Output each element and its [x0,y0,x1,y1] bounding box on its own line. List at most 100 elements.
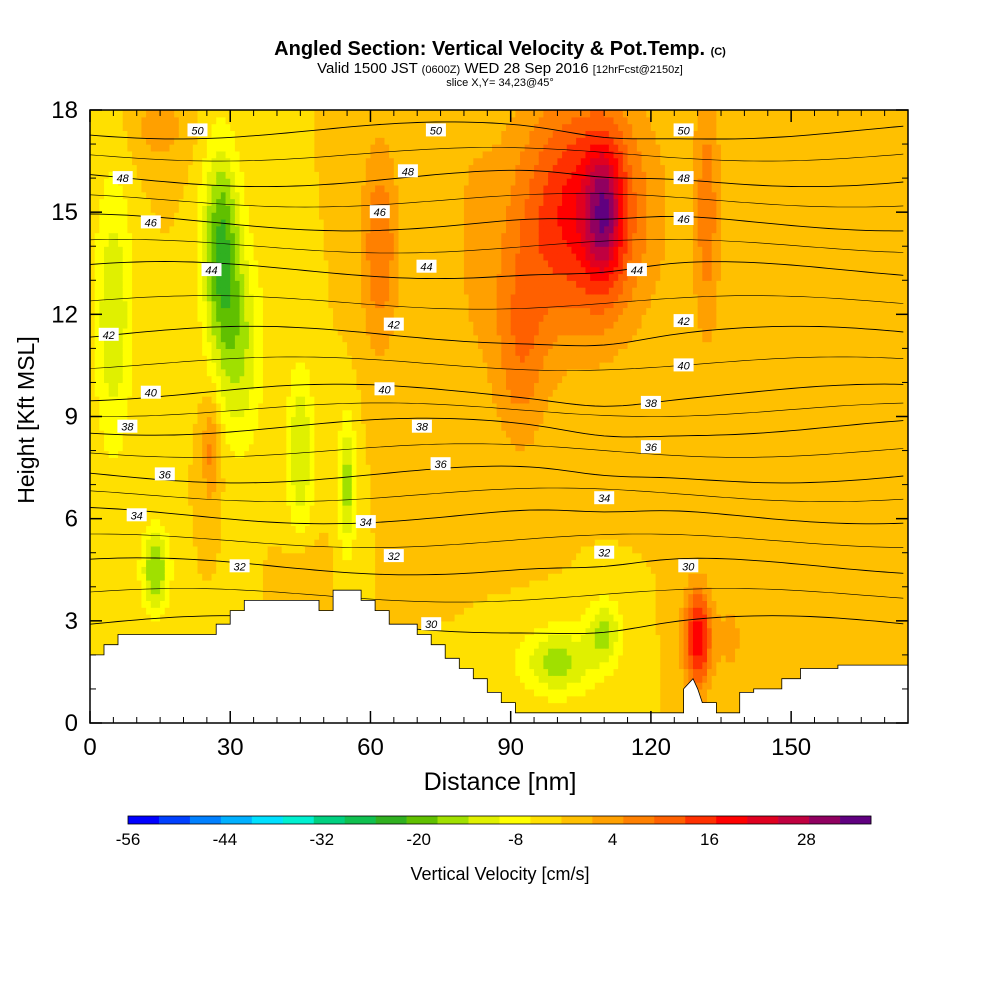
field-cell [342,144,348,152]
field-cell [305,389,311,397]
field-cell [150,573,157,581]
field-cell [281,314,287,322]
field-cell [108,130,114,138]
field-cell [342,327,348,336]
field-cell [202,586,208,595]
field-cell [160,368,166,377]
field-cell [253,259,259,268]
field-cell [323,300,329,309]
field-cell [262,545,269,554]
field-cell [314,178,320,186]
field-cell [244,171,250,179]
field-cell [188,232,194,241]
field-cell [99,116,105,125]
field-cell [267,280,273,288]
field-cell [305,423,311,431]
field-cell [333,559,339,567]
field-cell [230,525,236,533]
field-cell [94,600,100,608]
field-cell [202,205,208,213]
field-cell [178,218,185,227]
field-cell [104,348,110,356]
field-cell [118,348,124,356]
field-cell [328,518,334,527]
field-cell [164,150,171,159]
field-cell [136,191,143,200]
field-cell [286,375,292,384]
field-cell [183,300,189,309]
field-cell [150,273,157,281]
field-cell [305,307,311,315]
field-cell [94,300,100,309]
field-cell [225,300,231,309]
field-cell [160,409,166,418]
field-cell [104,314,110,322]
field-cell [234,579,241,588]
field-cell [239,137,245,145]
field-cell [192,184,199,193]
field-cell [216,470,222,479]
field-cell [216,559,222,567]
field-cell [239,491,245,499]
field-cell [230,579,236,588]
field-cell [113,450,119,458]
field-cell [90,205,96,213]
field-cell [239,191,245,200]
field-cell [141,144,147,152]
field-cell [127,191,133,200]
field-cell [262,505,269,513]
field-cell [146,253,152,261]
field-cell [183,321,189,329]
field-cell [272,253,278,261]
field-cell [197,498,203,506]
field-cell [342,552,348,561]
field-cell [328,137,334,145]
field-cell [225,559,231,567]
field-cell [239,511,245,520]
field-cell [174,259,180,268]
field-cell [122,334,128,343]
field-cell [211,532,217,540]
field-cell [127,620,133,629]
field-cell [220,130,227,138]
field-cell [323,402,329,411]
field-cell [248,178,255,186]
field-cell [290,348,297,356]
field-cell [99,614,105,622]
field-cell [94,402,100,411]
field-cell [104,150,110,159]
field-cell [146,464,152,472]
field-cell [178,150,185,159]
field-cell [164,218,171,227]
field-cell [267,287,273,295]
field-cell [211,464,217,472]
field-cell [220,477,227,486]
field-cell [253,178,259,186]
field-cell [146,539,152,547]
field-cell [99,505,105,513]
field-cell [94,266,100,275]
field-cell [248,321,255,329]
field-cell [108,532,114,540]
field-cell [118,144,124,152]
field-cell [272,266,278,275]
field-cell [94,634,100,642]
field-cell [99,634,105,642]
field-cell [286,382,292,390]
field-cell [211,314,217,322]
field-cell [276,157,283,166]
field-cell [211,477,217,486]
field-cell [262,477,269,486]
field-cell [155,314,161,322]
field-cell [183,239,189,247]
field-cell [90,307,96,315]
field-cell [337,293,344,302]
field-cell [188,239,194,247]
field-cell [206,314,213,322]
field-cell [220,491,227,499]
field-cell [267,300,273,309]
field-cell [216,402,222,411]
field-cell [337,409,344,418]
field-cell [342,246,348,254]
field-cell [286,396,292,404]
